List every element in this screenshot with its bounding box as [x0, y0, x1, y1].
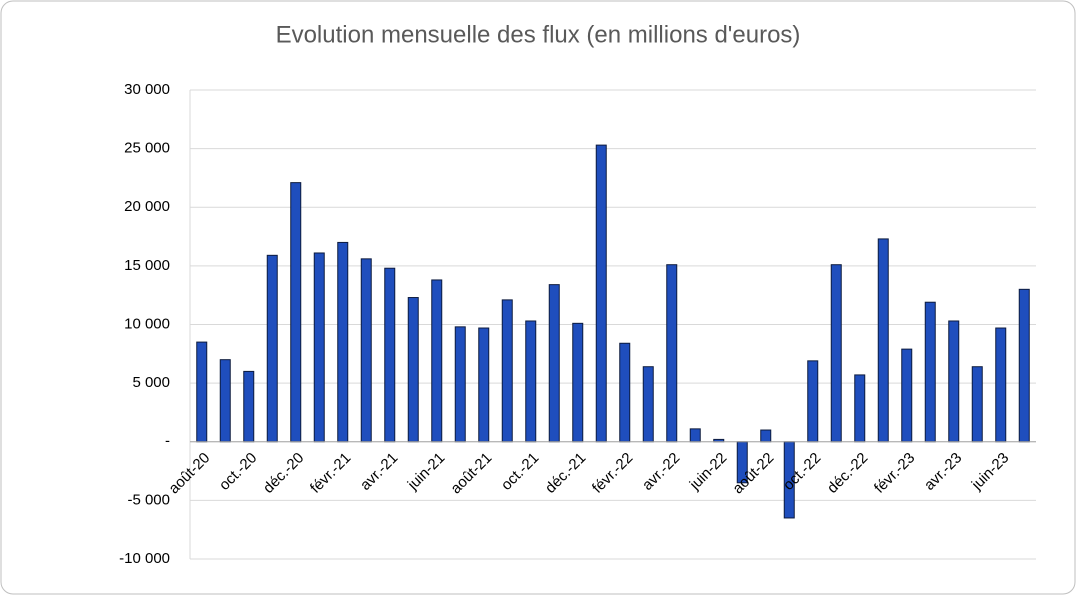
bar [525, 320, 537, 443]
bar [290, 182, 302, 443]
bar [572, 322, 584, 443]
bar [548, 284, 560, 443]
bar [901, 348, 913, 443]
bar [760, 429, 772, 443]
bar [995, 327, 1007, 443]
bar [454, 326, 466, 443]
bar [642, 366, 654, 443]
y-tick-label: 5 000 [132, 374, 170, 391]
bar [971, 366, 983, 443]
bar [689, 428, 701, 443]
bar [243, 370, 255, 443]
y-tick-label: 15 000 [124, 257, 170, 274]
bar [1018, 288, 1030, 443]
y-tick-label: -5 000 [127, 491, 170, 508]
bar [219, 359, 231, 443]
bar [196, 341, 208, 443]
bar [501, 299, 513, 443]
bar [337, 241, 349, 443]
y-tick-label: 30 000 [124, 81, 170, 98]
bar [877, 238, 889, 443]
bar [924, 301, 936, 443]
chart-title: Evolution mensuelle des flux (en million… [276, 21, 801, 48]
y-tick-label: 20 000 [124, 198, 170, 215]
bar [854, 374, 866, 443]
bar [830, 264, 842, 443]
bar [619, 342, 631, 443]
y-tick-label: 10 000 [124, 315, 170, 332]
bar [407, 297, 419, 443]
bar [478, 327, 490, 443]
bar [595, 144, 607, 443]
bar [807, 360, 819, 443]
bar [948, 320, 960, 443]
y-tick-label: -10 000 [119, 550, 170, 567]
bar [360, 258, 372, 443]
y-tick-label: - [165, 433, 170, 450]
y-tick-label: 25 000 [124, 140, 170, 157]
bar [266, 254, 278, 443]
bar [313, 252, 325, 443]
bar [384, 267, 396, 443]
bar [666, 264, 678, 443]
bar [431, 279, 443, 443]
